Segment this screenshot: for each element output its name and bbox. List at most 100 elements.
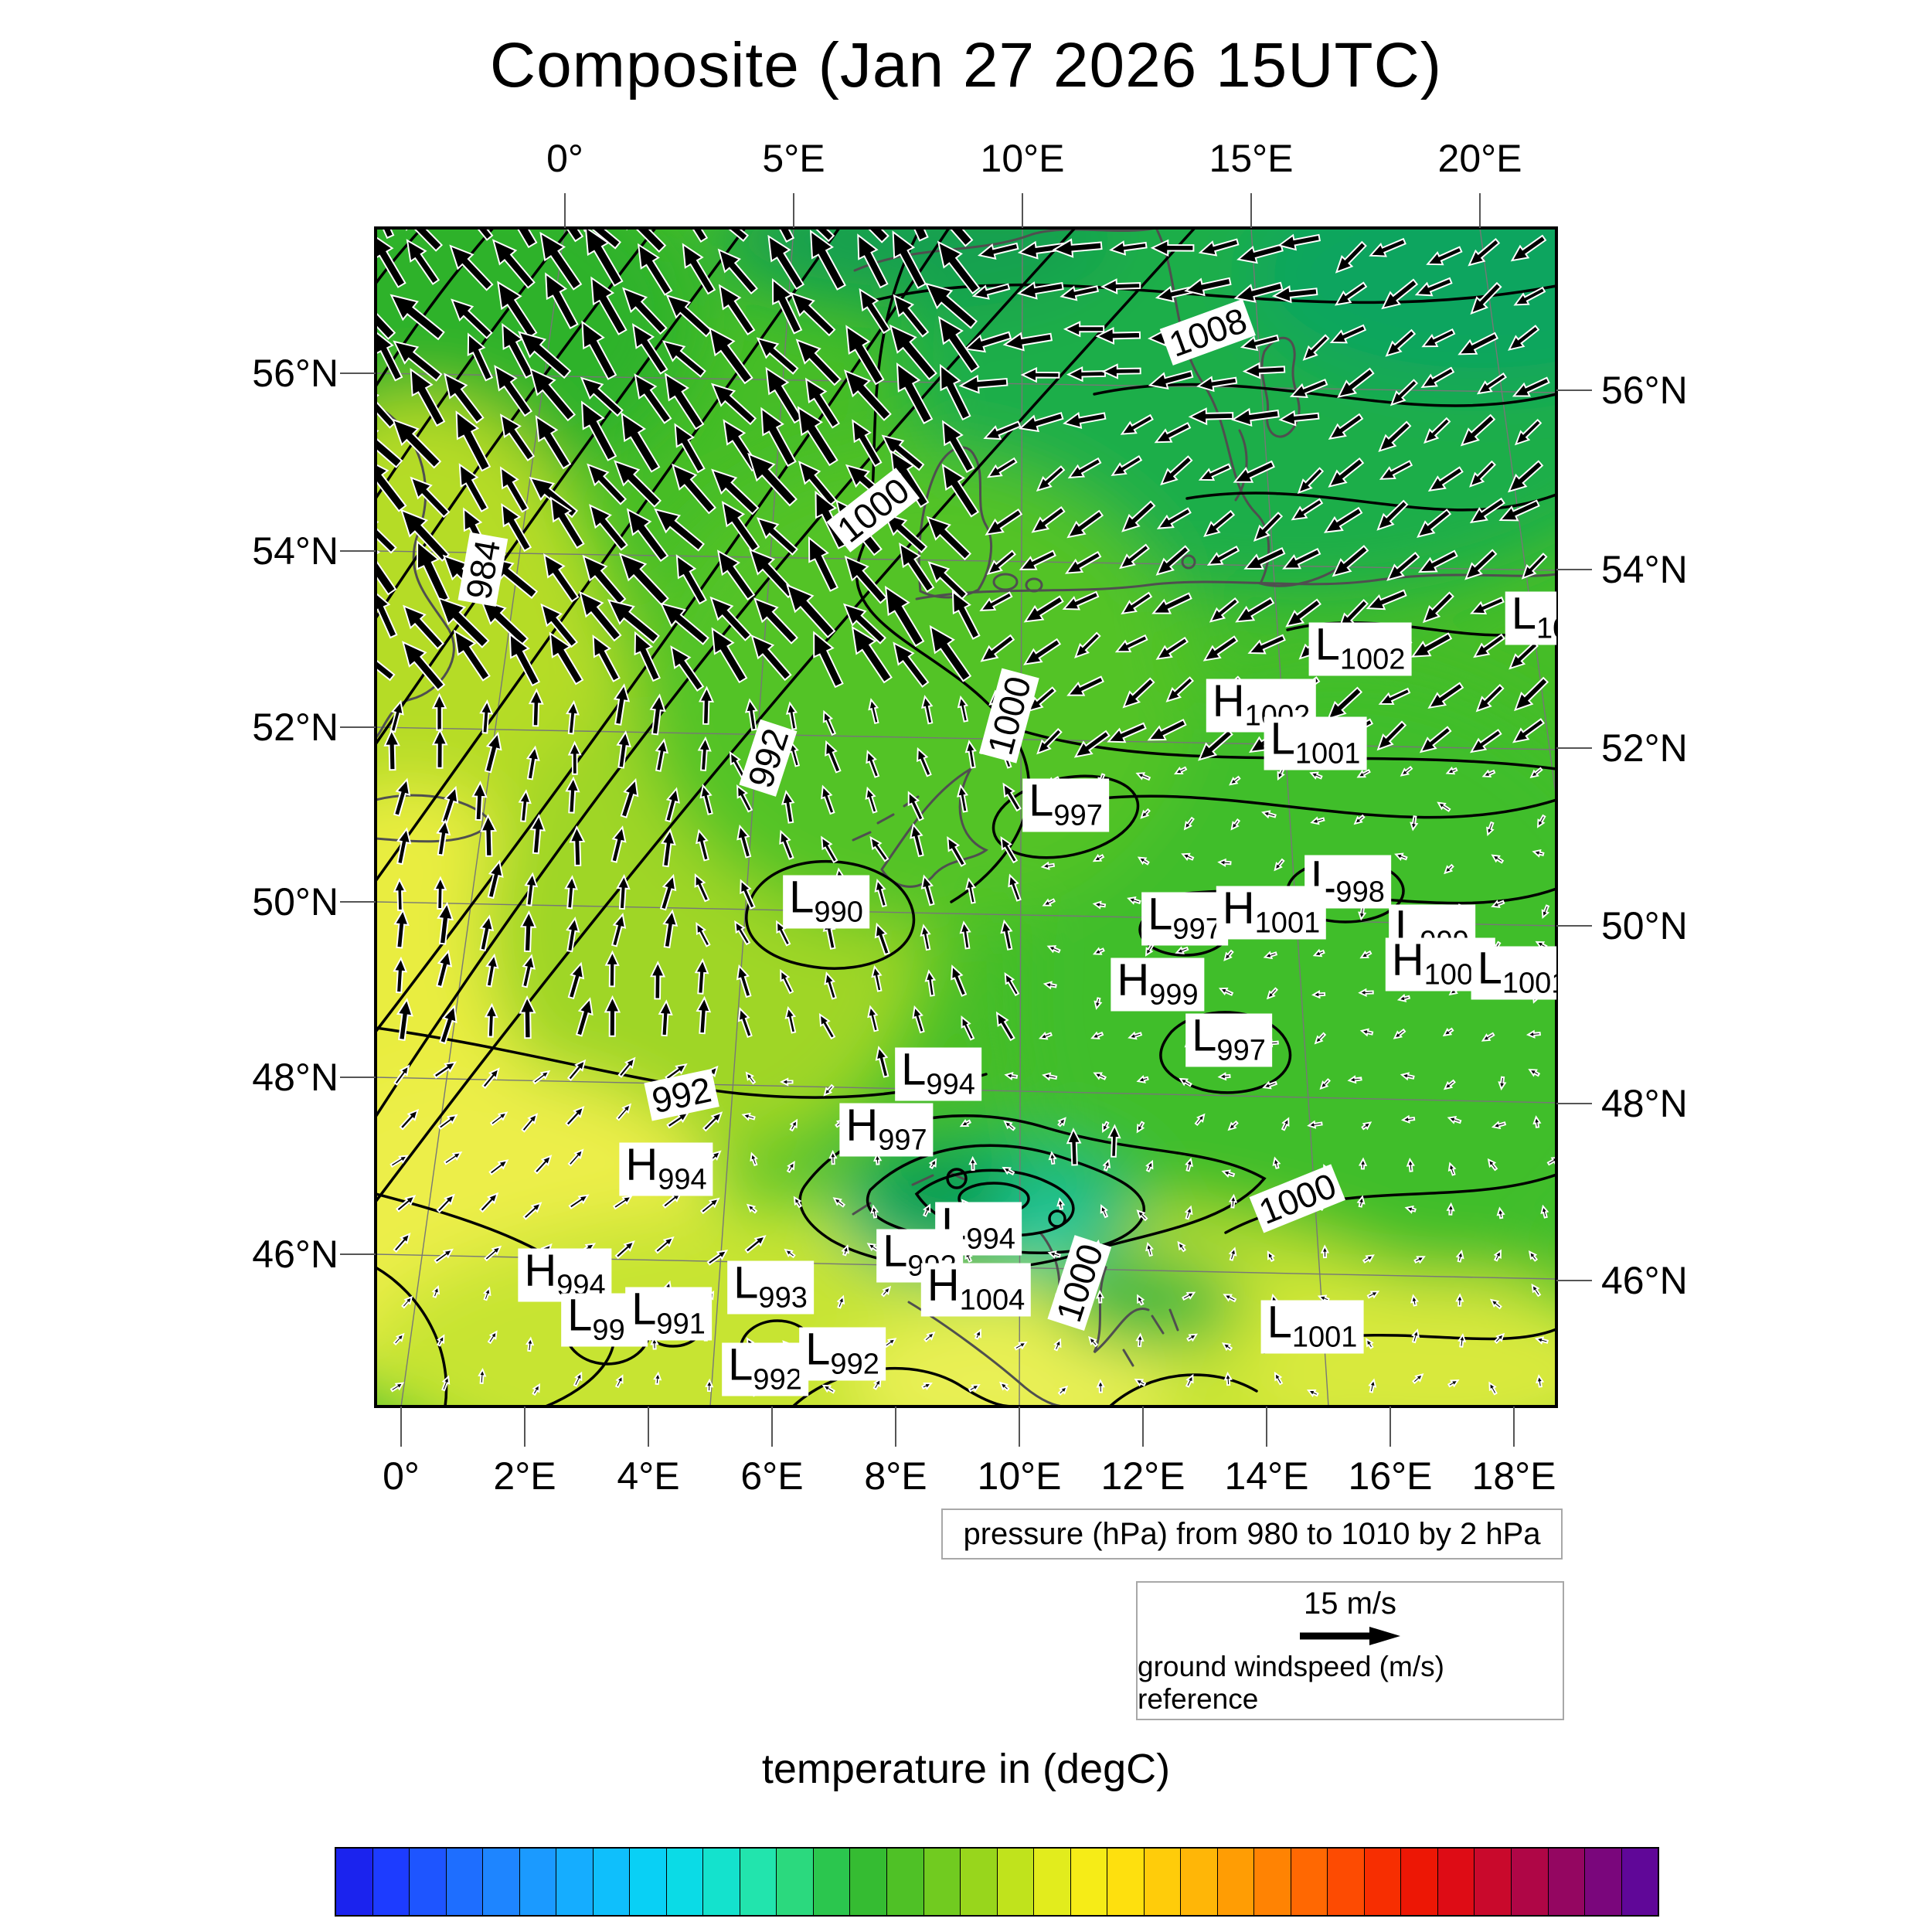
colorbar-cell	[703, 1849, 740, 1915]
colorbar-cell	[886, 1849, 924, 1915]
lat-label-left: 54°N	[252, 529, 338, 573]
colorbar-cell	[1217, 1849, 1255, 1915]
lon-label-bottom: 18°E	[1471, 1454, 1556, 1498]
colorbar-tick-label: -12	[560, 1924, 623, 1932]
colorbar-cell	[1401, 1849, 1438, 1915]
low-pressure-label: L992	[722, 1342, 808, 1396]
colorbar-cell	[1364, 1849, 1402, 1915]
colorbar-cell	[1254, 1849, 1291, 1915]
low-pressure-label: L993	[727, 1260, 814, 1315]
low-pressure-label: L992	[799, 1327, 886, 1381]
colorbar-cell	[593, 1849, 631, 1915]
colorbar-tick-label: 16	[1081, 1924, 1129, 1932]
colorbar-tick-label: -20	[413, 1924, 476, 1932]
low-pressure-label: L991	[625, 1287, 712, 1341]
colorbar-tick-label: 4	[873, 1924, 897, 1932]
colorbar-tick-label: 20	[1155, 1924, 1202, 1932]
lon-label-top: 10°E	[980, 137, 1065, 180]
lat-label-left: 48°N	[252, 1056, 338, 1099]
colorbar-tick-label: 44	[1595, 1924, 1643, 1932]
wind-reference-box: 15 m/s ground windspeed (m/s) reference	[1136, 1581, 1564, 1720]
lon-label-bottom: 10°E	[977, 1454, 1062, 1498]
colorbar-cell	[1328, 1849, 1365, 1915]
wind-reference-speed: 15 m/s	[1303, 1586, 1397, 1621]
low-pressure-label: L997	[1022, 778, 1109, 832]
lat-label-right: 54°N	[1601, 548, 1688, 591]
low-pressure-label: L990	[783, 875, 869, 929]
colorbar-cell	[630, 1849, 667, 1915]
colorbar-cell	[556, 1849, 594, 1915]
high-pressure-label: H997	[839, 1103, 934, 1157]
colorbar-cell	[1475, 1849, 1512, 1915]
lon-label-top: 5°E	[762, 137, 825, 180]
colorbar-cell	[1107, 1849, 1145, 1915]
lon-label-bottom: 12°E	[1100, 1454, 1185, 1498]
colorbar-cell	[1585, 1849, 1622, 1915]
colorbar-title: temperature in (degC)	[761, 1746, 1171, 1792]
colorbar-cell	[850, 1849, 887, 1915]
colorbar-tick-label: 40	[1522, 1924, 1570, 1932]
low-pressure-label: L1001	[1260, 1300, 1364, 1354]
lat-label-left: 46°N	[252, 1233, 338, 1276]
colorbar-cell	[1548, 1849, 1586, 1915]
wind-vector-layer	[376, 228, 1556, 1398]
colorbar-tick-label: -16	[487, 1924, 549, 1932]
colorbar-cell	[666, 1849, 704, 1915]
wind-reference-arrow-icon	[1300, 1626, 1400, 1645]
lon-label-bottom: 0°	[383, 1454, 420, 1498]
pressure-legend-text: pressure (hPa) from 980 to 1010 by 2 hPa	[963, 1516, 1541, 1551]
high-pressure-label: H994	[619, 1142, 713, 1196]
colorbar-cell	[446, 1849, 484, 1915]
low-pressure-label: L1001	[1264, 716, 1367, 770]
colorbar-cell	[1437, 1849, 1475, 1915]
colorbar-tick-label: 24	[1228, 1924, 1276, 1932]
colorbar-cell	[1034, 1849, 1071, 1915]
lat-label-right: 50°N	[1601, 904, 1688, 947]
colorbar-cell	[483, 1849, 520, 1915]
lon-label-bottom: 6°E	[740, 1454, 804, 1498]
low-pressure-label: L994	[895, 1047, 981, 1101]
colorbar-tick-label: 8	[947, 1924, 971, 1932]
colorbar-tick-label: 36	[1448, 1924, 1496, 1932]
lon-label-bottom: 8°E	[864, 1454, 927, 1498]
colorbar-cell	[519, 1849, 557, 1915]
temperature-colorbar	[335, 1847, 1659, 1917]
colorbar-tick-label: -8	[646, 1924, 685, 1932]
colorbar-cell	[923, 1849, 961, 1915]
low-pressure-label: L1002	[1308, 622, 1412, 676]
colorbar-cell	[336, 1849, 373, 1915]
lat-label-right: 52°N	[1601, 726, 1688, 770]
lat-label-right: 56°N	[1601, 369, 1688, 412]
colorbar-cell	[997, 1849, 1035, 1915]
colorbar-cell	[1070, 1849, 1108, 1915]
wind-reference-caption: ground windspeed (m/s) reference	[1138, 1650, 1444, 1715]
colorbar-cell	[1291, 1849, 1328, 1915]
colorbar-tick-label: -24	[340, 1924, 403, 1932]
high-pressure-label: H1001	[1216, 886, 1327, 940]
lon-label-bottom: 2°E	[493, 1454, 556, 1498]
colorbar-cell	[1144, 1849, 1182, 1915]
colorbar-cell	[1181, 1849, 1218, 1915]
lon-label-top: 15°E	[1209, 137, 1294, 180]
lon-label-bottom: 16°E	[1348, 1454, 1433, 1498]
colorbar-cell	[372, 1849, 410, 1915]
colorbar-tick-label: 12	[1008, 1924, 1056, 1932]
colorbar-tick-label: 0	[800, 1924, 824, 1932]
lon-label-top: 0°	[546, 137, 583, 180]
low-pressure-label: L1001	[1471, 946, 1556, 1000]
lon-label-bottom: 14°E	[1224, 1454, 1309, 1498]
high-pressure-label: H999	[1111, 957, 1205, 1012]
low-pressure-label: L997	[1141, 892, 1228, 946]
colorbar-tick-label: 28	[1301, 1924, 1349, 1932]
map-label-overlay: L1002L10H1002L1001L997L998L990L997H1001L…	[376, 228, 1556, 1406]
lat-label-left: 50°N	[252, 880, 338, 923]
colorbar-cell	[1621, 1849, 1658, 1915]
lat-label-left: 52°N	[252, 706, 338, 749]
lon-label-top: 20°E	[1437, 137, 1522, 180]
colorbar-tick-label: 32	[1375, 1924, 1423, 1932]
colorbar-cell	[961, 1849, 998, 1915]
lon-label-bottom: 4°E	[617, 1454, 680, 1498]
colorbar-tick-label: -4	[719, 1924, 758, 1932]
